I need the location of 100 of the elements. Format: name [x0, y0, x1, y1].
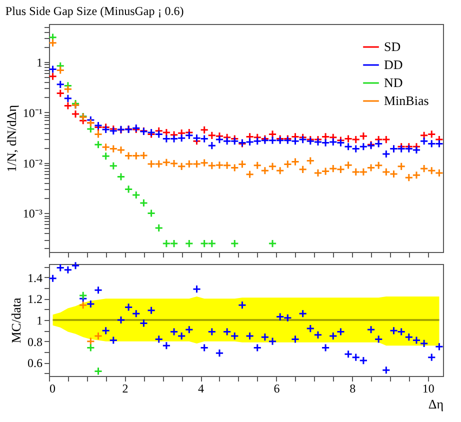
point: [268, 130, 277, 139]
point: [48, 64, 58, 74]
y-tick-label: 1: [36, 56, 42, 70]
point: [336, 138, 345, 148]
point: [268, 239, 277, 248]
point: [94, 140, 103, 149]
point: [246, 132, 254, 142]
point: [328, 164, 338, 173]
point: [246, 332, 254, 340]
point: [162, 128, 171, 137]
x-tick-label: 0: [50, 382, 56, 396]
point: [132, 152, 140, 160]
point: [162, 239, 171, 248]
point: [154, 160, 164, 168]
point: [102, 326, 110, 335]
point: [139, 198, 148, 208]
point: [177, 134, 186, 142]
point: [404, 332, 414, 342]
point: [420, 131, 428, 140]
point: [208, 327, 216, 336]
point: [328, 138, 338, 146]
point: [366, 325, 376, 334]
point: [260, 332, 270, 342]
point: [290, 157, 300, 166]
point: [200, 158, 209, 168]
point: [222, 327, 232, 336]
point: [352, 168, 360, 176]
point: [200, 126, 209, 134]
point: [352, 144, 360, 154]
point: [102, 152, 110, 160]
point: [397, 162, 406, 171]
point: [215, 160, 224, 170]
point: [246, 170, 254, 179]
point: [109, 144, 118, 154]
y-tick-label: 10⁻³: [22, 206, 43, 221]
point: [184, 325, 194, 334]
point: [102, 125, 110, 134]
point: [389, 326, 398, 335]
point: [86, 124, 95, 134]
point: [290, 334, 300, 344]
point: [71, 261, 80, 270]
point: [253, 343, 262, 352]
point: [170, 159, 178, 168]
point: [359, 132, 368, 140]
point: [268, 162, 277, 171]
point: [427, 139, 436, 148]
point: [404, 144, 414, 154]
legend-label: SD: [384, 39, 401, 54]
point: [147, 306, 156, 315]
point: [162, 158, 171, 167]
point: [102, 142, 110, 152]
point: [434, 342, 444, 351]
point: [78, 291, 88, 300]
y-tick-label: 1.4: [28, 270, 42, 285]
point: [298, 165, 308, 174]
x-tick-label: 6: [274, 382, 280, 396]
point: [374, 139, 383, 148]
point: [420, 339, 428, 348]
point: [64, 84, 72, 94]
point: [56, 89, 65, 98]
point: [154, 130, 164, 139]
point: [48, 72, 58, 81]
point: [86, 337, 95, 346]
point: [56, 80, 65, 89]
point: [215, 135, 224, 144]
point: [222, 161, 232, 170]
point: [116, 316, 126, 324]
point: [184, 131, 194, 140]
y-tick-label: 0.8: [28, 334, 42, 349]
point: [352, 353, 360, 362]
point: [162, 134, 171, 144]
point: [427, 130, 436, 139]
point: [374, 161, 383, 170]
point: [420, 164, 428, 173]
point: [48, 38, 58, 48]
point: [124, 184, 133, 194]
point: [268, 337, 277, 346]
y-tick-label: 1: [36, 314, 42, 328]
point: [56, 66, 65, 74]
x-tick-label: 8: [350, 382, 356, 396]
point: [192, 284, 202, 294]
point: [412, 336, 421, 345]
point: [230, 332, 239, 340]
point: [344, 350, 353, 358]
point: [336, 165, 345, 174]
point: [162, 341, 171, 350]
point: [208, 161, 216, 170]
x-axis-title: Δη: [428, 396, 444, 412]
point: [389, 170, 398, 178]
point: [132, 190, 140, 200]
point: [359, 168, 368, 176]
point: [382, 135, 390, 144]
point: [427, 353, 436, 362]
point: [200, 239, 209, 248]
point: [404, 173, 414, 182]
point: [230, 163, 239, 172]
point: [86, 343, 95, 352]
point: [382, 168, 390, 176]
point: [154, 334, 164, 344]
point: [321, 167, 330, 176]
